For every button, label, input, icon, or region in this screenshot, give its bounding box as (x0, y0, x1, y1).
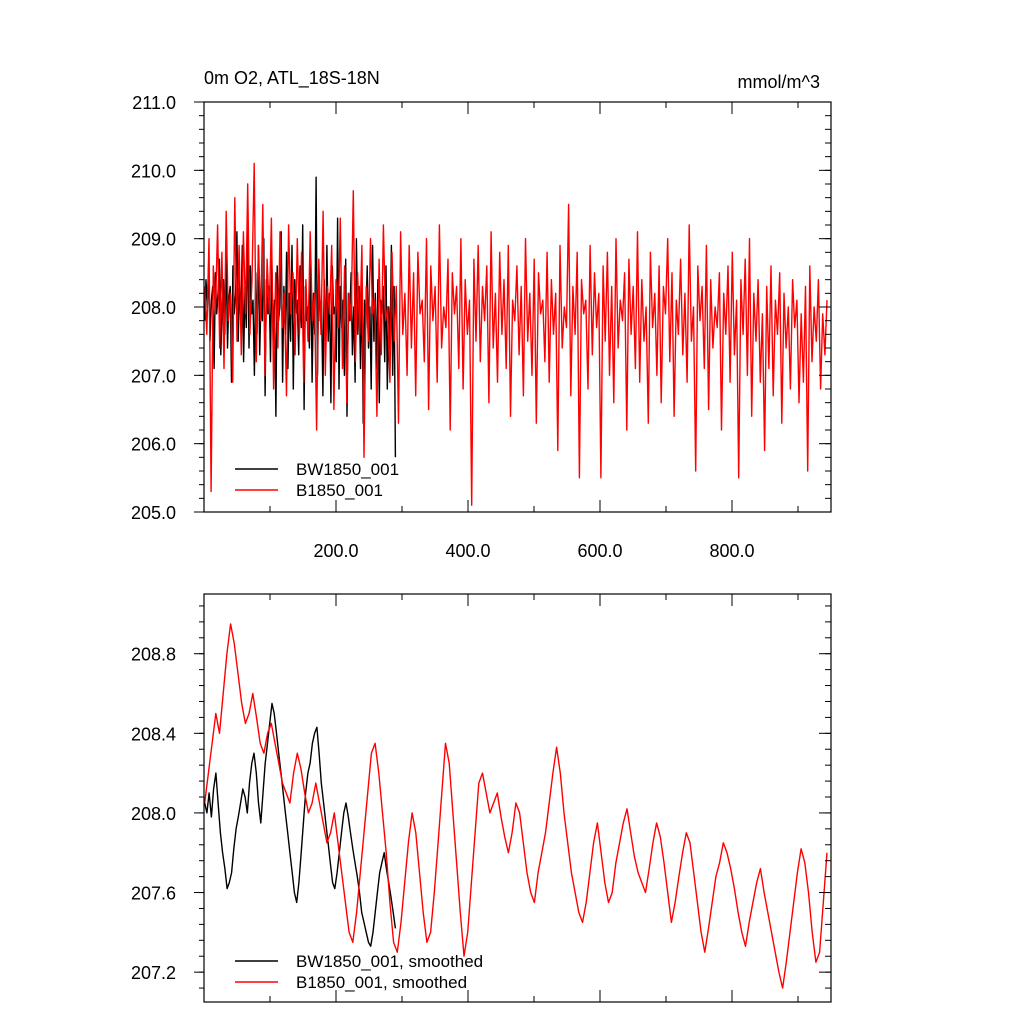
y-tick-label-1-3: 208.4 (131, 724, 176, 744)
y-tick-label-0-6: 211.0 (132, 93, 176, 113)
x-tick-label-0-0: 200.0 (313, 541, 358, 561)
series-line-0-1 (204, 162, 828, 506)
y-tick-label-0-3: 208.0 (131, 298, 176, 318)
legend-label-bw1850-smoothed: BW1850_001, smoothed (296, 952, 483, 971)
bottom-axes: 207.2 207.6 208.0 208.4 208.8 (131, 593, 832, 1003)
bottom-panel: 207.2 207.6 208.0 208.4 208.8 BW1850_001, sm… (131, 593, 832, 1003)
y-tick-label-1-1: 207.6 (131, 884, 176, 904)
bottom-series-group (204, 623, 828, 989)
y-tick-label-0-0: 205.0 (131, 503, 176, 523)
series-line-1-0 (204, 702, 397, 947)
top-series-group (204, 162, 828, 506)
top-panel: 0m O2, ATL_18S-18N mmol/m^3 200.0 400.0 60… (131, 68, 832, 561)
y-tick-label-1-2: 208.0 (131, 804, 176, 824)
legend-label-b1850: B1850_001 (296, 481, 383, 500)
y-tick-label-0-4: 209.0 (131, 230, 176, 250)
bottom-legend: BW1850_001, smoothed B1850_001, smoothed (235, 952, 483, 992)
y-tick-label-1-0: 207.2 (131, 963, 176, 983)
chart-title: 0m O2, ATL_18S-18N (204, 68, 380, 89)
x-tick-label-0-3: 800.0 (709, 541, 754, 561)
y-tick-label-0-5: 210.0 (131, 161, 176, 181)
y-tick-label-0-2: 207.0 (131, 366, 176, 386)
y-tick-label-1-4: 208.8 (131, 645, 176, 665)
plot-frame-1 (203, 593, 832, 1003)
legend-label-bw1850: BW1850_001 (296, 460, 399, 479)
y-tick-label-0-1: 206.0 (131, 435, 176, 455)
legend-label-b1850-smoothed: B1850_001, smoothed (296, 973, 467, 992)
top-axes: 200.0 400.0 600.0 800.0 205.0 206.0 207.0 208.0… (131, 93, 832, 561)
series-line-1-1 (204, 623, 828, 989)
top-legend: BW1850_001 B1850_001 (235, 460, 399, 500)
x-tick-label-0-2: 600.0 (577, 541, 622, 561)
x-tick-label-0-1: 400.0 (445, 541, 490, 561)
chart-units: mmol/m^3 (738, 72, 820, 92)
